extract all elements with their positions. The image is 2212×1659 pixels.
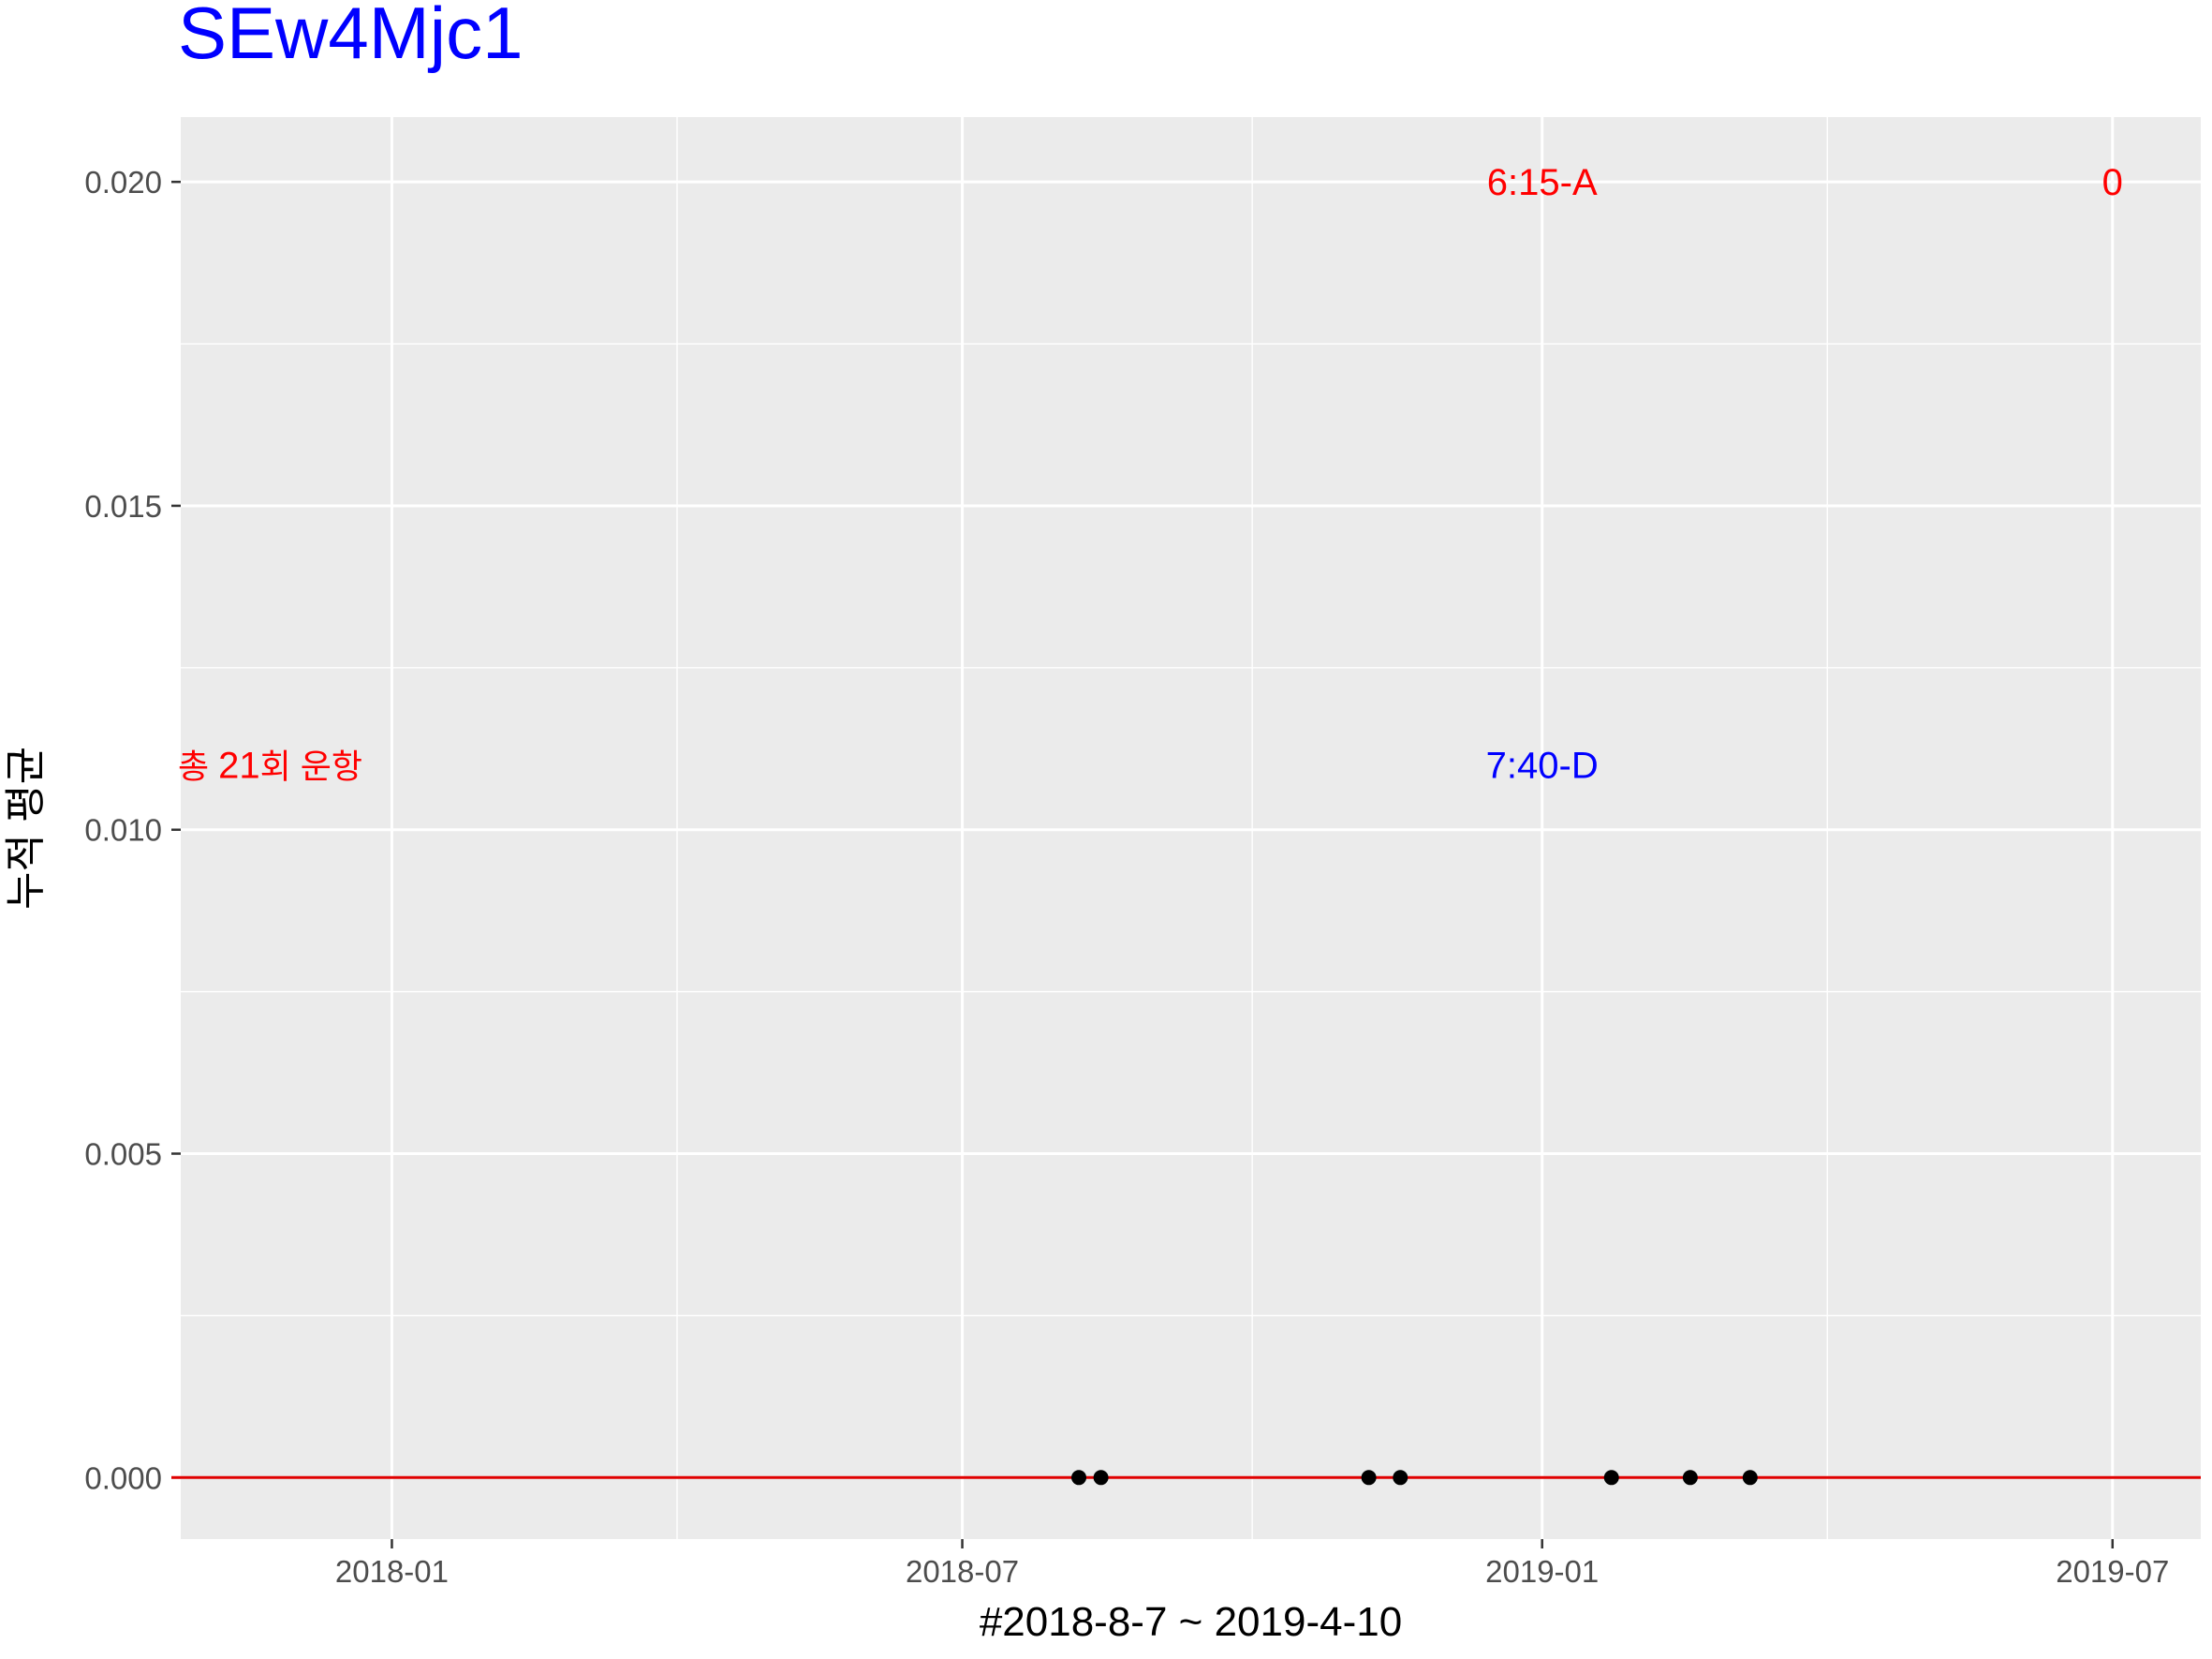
annotation-arr: 6:15-A [1487, 162, 1598, 203]
total-flights-number: 21 [218, 746, 260, 787]
data-point [1742, 1470, 1758, 1486]
y-tick-label: 0.020 [84, 165, 162, 200]
plot-panel [181, 117, 2201, 1539]
data-point [1361, 1470, 1377, 1486]
y-tick-label: 0.005 [84, 1137, 162, 1172]
x-tick-label: 2018-01 [335, 1554, 449, 1589]
grid-minor [181, 117, 2201, 1539]
total-flights-label: 총 21회 운항 [178, 746, 362, 787]
data-point [1603, 1470, 1619, 1486]
y-axis-title: 누적 평균 [3, 747, 49, 910]
chart-title: SEw4Mjc1 [178, 0, 523, 74]
x-tick-label: 2019-01 [1485, 1554, 1599, 1589]
annotations: 6:15-A 0 7:40-D [1486, 162, 2123, 786]
data-point [1682, 1470, 1698, 1486]
y-tick-label: 0.010 [84, 813, 162, 848]
annotation-dep: 7:40-D [1486, 746, 1599, 787]
total-flights-suffix: 회 운항 [260, 748, 362, 786]
data-point [1093, 1470, 1109, 1486]
x-tick-label: 2019-07 [2056, 1554, 2169, 1589]
data-points [1071, 1470, 1758, 1486]
y-tick-label: 0.015 [84, 489, 162, 524]
y-tick-label: 0.000 [84, 1460, 162, 1495]
axis-ticks: 2018-01 2018-07 2019-01 2019-07 0.000 0.005 0.… [84, 165, 2169, 1589]
x-tick-label: 2018-07 [906, 1554, 1019, 1589]
data-point [1071, 1470, 1087, 1486]
annotation-count: 0 [2102, 162, 2123, 203]
total-flights-prefix: 총 [178, 748, 218, 786]
data-point [1393, 1470, 1408, 1486]
x-axis-title: #2018-8-7 ~ 2019-4-10 [980, 1599, 1402, 1645]
grid-major [181, 117, 2201, 1539]
